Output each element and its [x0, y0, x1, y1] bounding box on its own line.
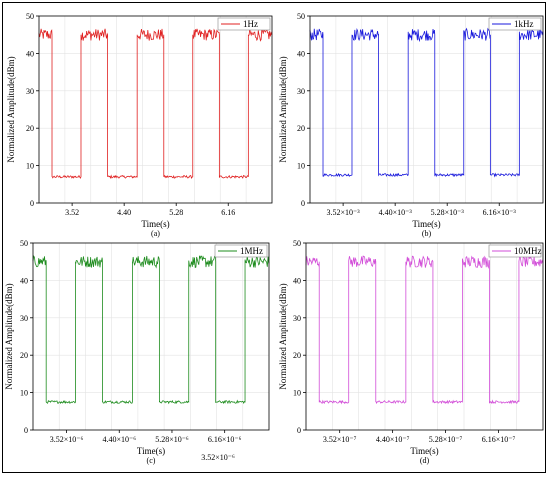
x-axis-title: Time(s): [410, 446, 438, 456]
x-tick-label: 4.40×10⁻⁷: [376, 435, 410, 444]
y-tick-label: 50: [297, 12, 305, 21]
x-tick-label: 3.52×10⁻⁷: [323, 435, 357, 444]
y-axis-title: Normalized Amplitude(dBm): [278, 283, 288, 389]
y-tick-label: 30: [26, 87, 34, 96]
panel-caption: (b): [422, 229, 432, 238]
legend-box: [214, 244, 268, 258]
x-tick-label: 6.16×10⁻⁷: [482, 435, 516, 444]
y-tick-label: 40: [26, 49, 34, 58]
y-tick-label: 0: [301, 199, 305, 208]
y-tick-label: 40: [20, 276, 28, 285]
legend-box: [488, 17, 542, 31]
y-tick-label: 20: [297, 124, 305, 133]
legend-label: 1Hz: [243, 19, 258, 29]
x-axis-title: Time(s): [141, 219, 169, 229]
y-axis-title: Normalized Amplitude(dBm): [4, 283, 14, 389]
y-tick-label: 30: [293, 314, 301, 323]
x-tick-label: 3.52: [65, 208, 79, 217]
y-axis-title: Normalized Amplitude(dBm): [278, 56, 288, 162]
x-tick-label: 6.16×10⁻³: [483, 208, 517, 217]
x-tick-label: 5.28×10⁻³: [431, 208, 465, 217]
y-tick-label: 10: [26, 162, 34, 171]
chart-panel: 0 10 20 30 40 50 3.52×10⁻³ 4.40×10⁻³ 5.28×10⁻³ 6.…: [278, 12, 544, 238]
y-tick-label: 40: [297, 49, 305, 58]
x-tick-label: 3.52×10⁻³: [327, 208, 361, 217]
x-axis-title: Time(s): [412, 219, 440, 229]
y-tick-label: 0: [297, 426, 301, 435]
y-tick-label: 20: [293, 351, 301, 360]
y-tick-label: 10: [20, 389, 28, 398]
panel-caption: (a): [151, 229, 160, 238]
series-line: [32, 255, 270, 405]
y-tick-label: 20: [26, 124, 34, 133]
y-tick-label: 30: [297, 87, 305, 96]
y-tick-label: 50: [20, 239, 28, 248]
y-tick-label: 40: [293, 276, 301, 285]
y-tick-label: 50: [26, 12, 34, 21]
y-tick-label: 10: [297, 162, 305, 171]
chart-panel: 0 10 20 30 40 50 3.52×10⁻⁷ 4.40×10⁻⁷ 5.28×10⁻⁷ 6.…: [278, 239, 544, 465]
panel-caption: (c): [147, 456, 156, 465]
legend-label: 1kHz: [514, 19, 534, 29]
x-tick-label: 6.16×10⁻⁶: [208, 435, 242, 444]
chart-panel: 0 10 20 30 40 50 3.52×10⁻⁶ 4.40×10⁻⁶ 5.28×10⁻⁶ 6.…: [4, 239, 270, 465]
plot-area-border: [38, 15, 273, 204]
legend-box: [217, 17, 271, 31]
x-tick-label: 6.16: [221, 208, 235, 217]
y-tick-label: 0: [30, 199, 34, 208]
legend-label: 10MHz: [514, 246, 542, 256]
series-line: [309, 27, 544, 178]
x-tick-label: 5.28×10⁻⁶: [155, 435, 189, 444]
x-tick-label: 4.40×10⁻³: [379, 208, 413, 217]
legend-label: 1MHz: [240, 246, 263, 256]
x-tick-label: 5.28×10⁻⁷: [429, 435, 463, 444]
x-tick-label: 4.40×10⁻⁶: [102, 435, 136, 444]
y-tick-label: 10: [293, 389, 301, 398]
series-line: [305, 255, 544, 405]
x-tick-label: 3.52×10⁻⁶: [50, 435, 84, 444]
series-line: [38, 27, 273, 180]
chart-panel: 0 10 20 30 40 50 3.52 4.40 5.28 6.16 Time(s) Normal…: [6, 12, 273, 238]
y-tick-label: 0: [24, 426, 28, 435]
panel-caption: (d): [420, 456, 430, 465]
plot-area-border: [305, 242, 544, 431]
plot-area-border: [309, 15, 544, 204]
plot-area-border: [32, 242, 270, 431]
figure-frame: [2, 2, 546, 473]
y-tick-label: 20: [20, 351, 28, 360]
y-tick-label: 50: [293, 239, 301, 248]
x-tick-label: 4.40: [117, 208, 131, 217]
y-tick-label: 30: [20, 314, 28, 323]
y-axis-title: Normalized Amplitude(dBm): [6, 56, 16, 162]
legend-box: [488, 244, 542, 258]
x-tick-label: 5.28: [169, 208, 183, 217]
x-axis-title: Time(s): [137, 446, 165, 456]
stray-tick-label: 3.52×10⁻⁶: [201, 453, 235, 462]
